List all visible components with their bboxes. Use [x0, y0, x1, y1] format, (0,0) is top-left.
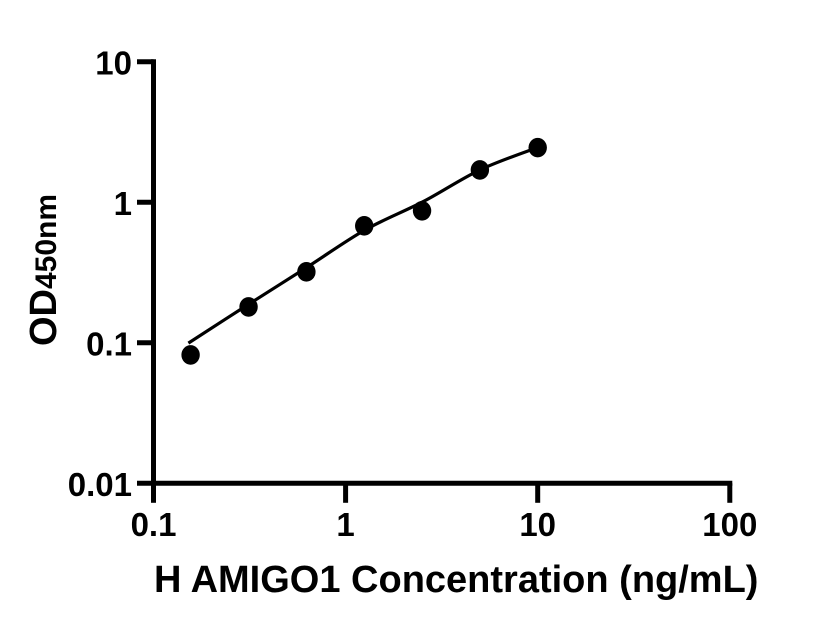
data-point-marker [181, 345, 200, 365]
data-point-marker [412, 200, 432, 221]
x-axis-title: H AMIGO1 Concentration (ng/mL) [154, 559, 759, 601]
data-point-marker [297, 262, 316, 282]
y-tick-label: 10 [95, 44, 132, 81]
y-axis-title-sub: 450nm [30, 193, 63, 290]
data-point-marker [239, 297, 258, 317]
x-tick-label: 1 [336, 506, 354, 543]
x-tick-label: 100 [702, 506, 757, 543]
x-tick-label: 0.1 [131, 506, 177, 543]
data-point-marker [355, 216, 374, 236]
data-point-marker [470, 160, 490, 180]
data-point-marker [528, 137, 547, 158]
y-tick-label: 0.01 [68, 466, 132, 503]
y-axis-title: OD 450nm [23, 110, 69, 430]
y-tick-label: 1 [114, 185, 132, 222]
y-tick-label: 0.1 [86, 325, 132, 362]
x-tick-label: 10 [519, 506, 556, 543]
y-axis-title-main: OD [23, 289, 65, 347]
